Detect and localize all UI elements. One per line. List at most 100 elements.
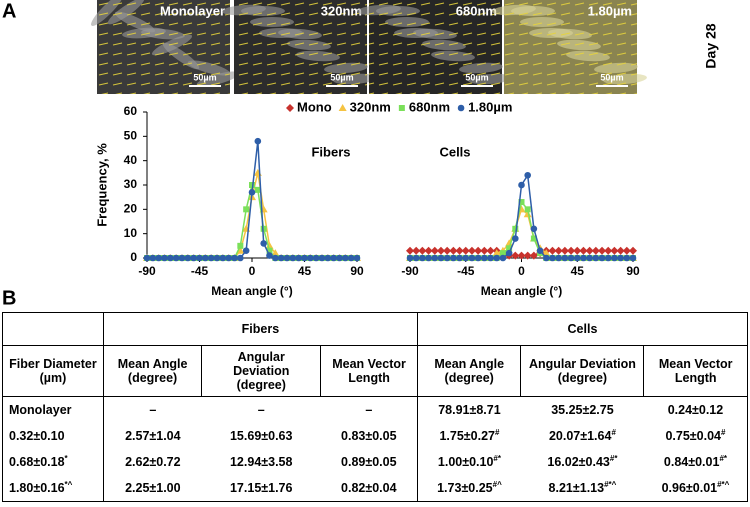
point [167, 254, 174, 262]
cell-value: 0.68±0.18 [9, 455, 65, 470]
point [248, 189, 256, 196]
cell-value: 8.21±1.13 [548, 481, 605, 496]
point [450, 254, 457, 262]
scale-label: 50µm [600, 72, 623, 82]
data-row: Monolayer – – – 78.91±8.71 35.25±2.75 0.24±0.1… [2, 396, 748, 424]
point [585, 246, 594, 255]
point [462, 254, 470, 262]
point [567, 254, 575, 262]
panel-b-label-holder: B [2, 287, 16, 309]
point [202, 254, 209, 262]
cell-value: 2.25±1.00 [125, 481, 181, 495]
point [560, 246, 569, 255]
table-cell: Monolayer [2, 396, 104, 423]
point [467, 246, 476, 255]
point [512, 225, 519, 232]
point [301, 254, 308, 262]
point [243, 206, 250, 213]
point [493, 254, 501, 262]
point [505, 239, 514, 247]
x-tick-label: 90 [626, 264, 640, 278]
cell-value: 0.82±0.04 [341, 481, 397, 495]
column-header: Fiber Diameter (µm) [2, 345, 104, 397]
point [312, 254, 320, 262]
point [604, 246, 613, 255]
point [579, 246, 588, 255]
point [443, 254, 451, 262]
point [622, 246, 631, 255]
point [437, 254, 445, 262]
point [330, 254, 337, 262]
point [561, 254, 569, 262]
point [518, 181, 525, 189]
point [178, 254, 186, 262]
point [481, 254, 488, 262]
table-cell: 1.73±0.25#^ [417, 475, 521, 502]
point [517, 251, 526, 260]
x-axis-label: Mean angle (°) [481, 284, 562, 298]
cell-value: 2.62±0.72 [125, 455, 181, 469]
point [172, 254, 180, 262]
table-cell: 2.57±1.04 [103, 423, 201, 449]
point [424, 246, 433, 255]
y-tick-label: 0 [130, 250, 137, 264]
point [336, 254, 343, 262]
point [236, 246, 245, 254]
point [480, 246, 489, 255]
column-header: Mean Vector Length [643, 345, 748, 397]
significance-mark: * [64, 454, 68, 464]
significance-mark: #* [719, 454, 727, 464]
point [530, 225, 538, 233]
scale-label: 50µm [193, 72, 216, 82]
table-cell: 0.68±0.18* [2, 449, 104, 475]
point [254, 186, 261, 193]
header-cell [2, 312, 104, 346]
table-cell: 0.96±0.01#*^ [643, 475, 748, 502]
results-table: Fibers Cells Fiber Diameter (µm) Mean Angle… [2, 312, 749, 502]
point [512, 235, 519, 242]
point [219, 254, 227, 262]
point [461, 246, 470, 255]
column-header: Mean Angle (degree) [102, 345, 203, 397]
x-tick-label: 45 [571, 264, 585, 278]
point [342, 254, 349, 262]
point [318, 254, 326, 262]
cell-value: – [257, 403, 265, 417]
point [265, 241, 274, 249]
point [542, 249, 551, 257]
significance-mark: #*^ [604, 480, 617, 490]
point [190, 254, 197, 262]
y-tick-label: 50 [124, 129, 138, 143]
point [487, 254, 494, 262]
point [353, 254, 361, 262]
x-tick-label: 0 [249, 264, 256, 278]
point [436, 246, 445, 255]
significance-mark: #* [493, 454, 501, 464]
point [573, 254, 581, 262]
point [406, 246, 414, 255]
cell-value: 16.02±0.43 [547, 455, 610, 470]
point [580, 254, 587, 262]
point [505, 249, 513, 257]
table-cell: 1.80±0.16*^ [2, 475, 104, 502]
y-tick-label: 10 [124, 226, 138, 240]
point [225, 254, 232, 262]
point [591, 246, 600, 255]
cell-value: Monolayer [9, 403, 72, 417]
table-cell: 0.24±0.12 [643, 396, 748, 423]
point [456, 254, 463, 262]
data-row: 1.80±0.16*^ 2.25±1.00 17.15±1.76 0.82±0.04 1… [2, 475, 748, 502]
image-label: 680nm [456, 3, 497, 18]
table-cell: 35.25±2.75 [521, 397, 644, 424]
data-row: 0.32±0.10 2.57±1.04 15.69±0.63 0.83±0.05 1.7… [2, 423, 748, 449]
point [511, 251, 520, 260]
point [474, 254, 482, 262]
point [196, 254, 203, 262]
point [542, 254, 550, 262]
table-cell: 16.02±0.43#* [521, 449, 644, 475]
point [237, 254, 244, 262]
point [530, 235, 537, 242]
point [555, 254, 562, 262]
point [161, 254, 168, 262]
panel-label: B [2, 287, 16, 309]
